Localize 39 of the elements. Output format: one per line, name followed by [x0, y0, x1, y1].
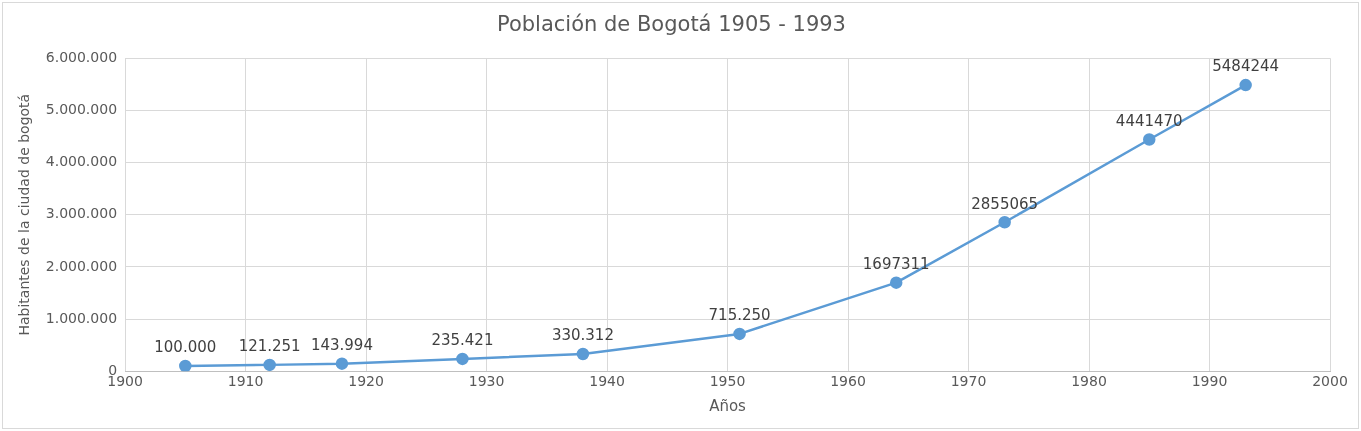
x-tick-label: 2000 [1312, 373, 1348, 390]
x-tick-label: 1980 [1071, 373, 1107, 390]
data-label: 5484244 [1212, 57, 1280, 76]
x-tick-label: 1950 [709, 373, 746, 390]
y-tick-label: 4.000.000 [45, 153, 118, 170]
point [335, 357, 349, 370]
point [1239, 78, 1252, 92]
data-label: 100.000 [154, 338, 217, 357]
x-tick-label: 1970 [950, 373, 987, 390]
data-label: 235.421 [431, 331, 494, 350]
x-axis-title: Años [709, 396, 747, 415]
y-tick-label: 3.000.000 [45, 205, 118, 222]
chart-title: Población de Bogotá 1905 - 1993 [497, 12, 846, 37]
data-label: 121.251 [238, 337, 301, 356]
x-tick-label: 1930 [468, 373, 505, 390]
point [576, 347, 590, 361]
y-tick-label: 5.000.000 [45, 101, 118, 118]
data-label: 143.994 [310, 336, 373, 355]
data-label: 1697311 [862, 255, 930, 274]
data-label: 2855065 [971, 194, 1039, 213]
point [179, 359, 192, 372]
y-tick-label: 2.000.000 [45, 257, 118, 274]
point [733, 327, 746, 341]
y-tick-label: 6.000.000 [45, 48, 118, 65]
point [998, 216, 1011, 229]
point [889, 276, 903, 289]
data-label: 4441470 [1115, 111, 1183, 130]
x-tick-label: 1940 [589, 373, 625, 390]
data-label: 330.312 [551, 326, 614, 345]
x-tick-label: 1910 [227, 373, 264, 390]
x-tick-label: 1990 [1191, 373, 1228, 390]
x-tick-label: 1920 [348, 373, 384, 390]
data-label: 715.250 [708, 306, 771, 325]
y-axis-title: Habitantes de la ciudad de bogotá [16, 93, 33, 336]
x-tick-label: 1960 [830, 373, 866, 390]
y-tick-label: 1.000.000 [45, 309, 118, 326]
point [1143, 133, 1156, 146]
point [456, 352, 469, 366]
point [263, 358, 276, 372]
